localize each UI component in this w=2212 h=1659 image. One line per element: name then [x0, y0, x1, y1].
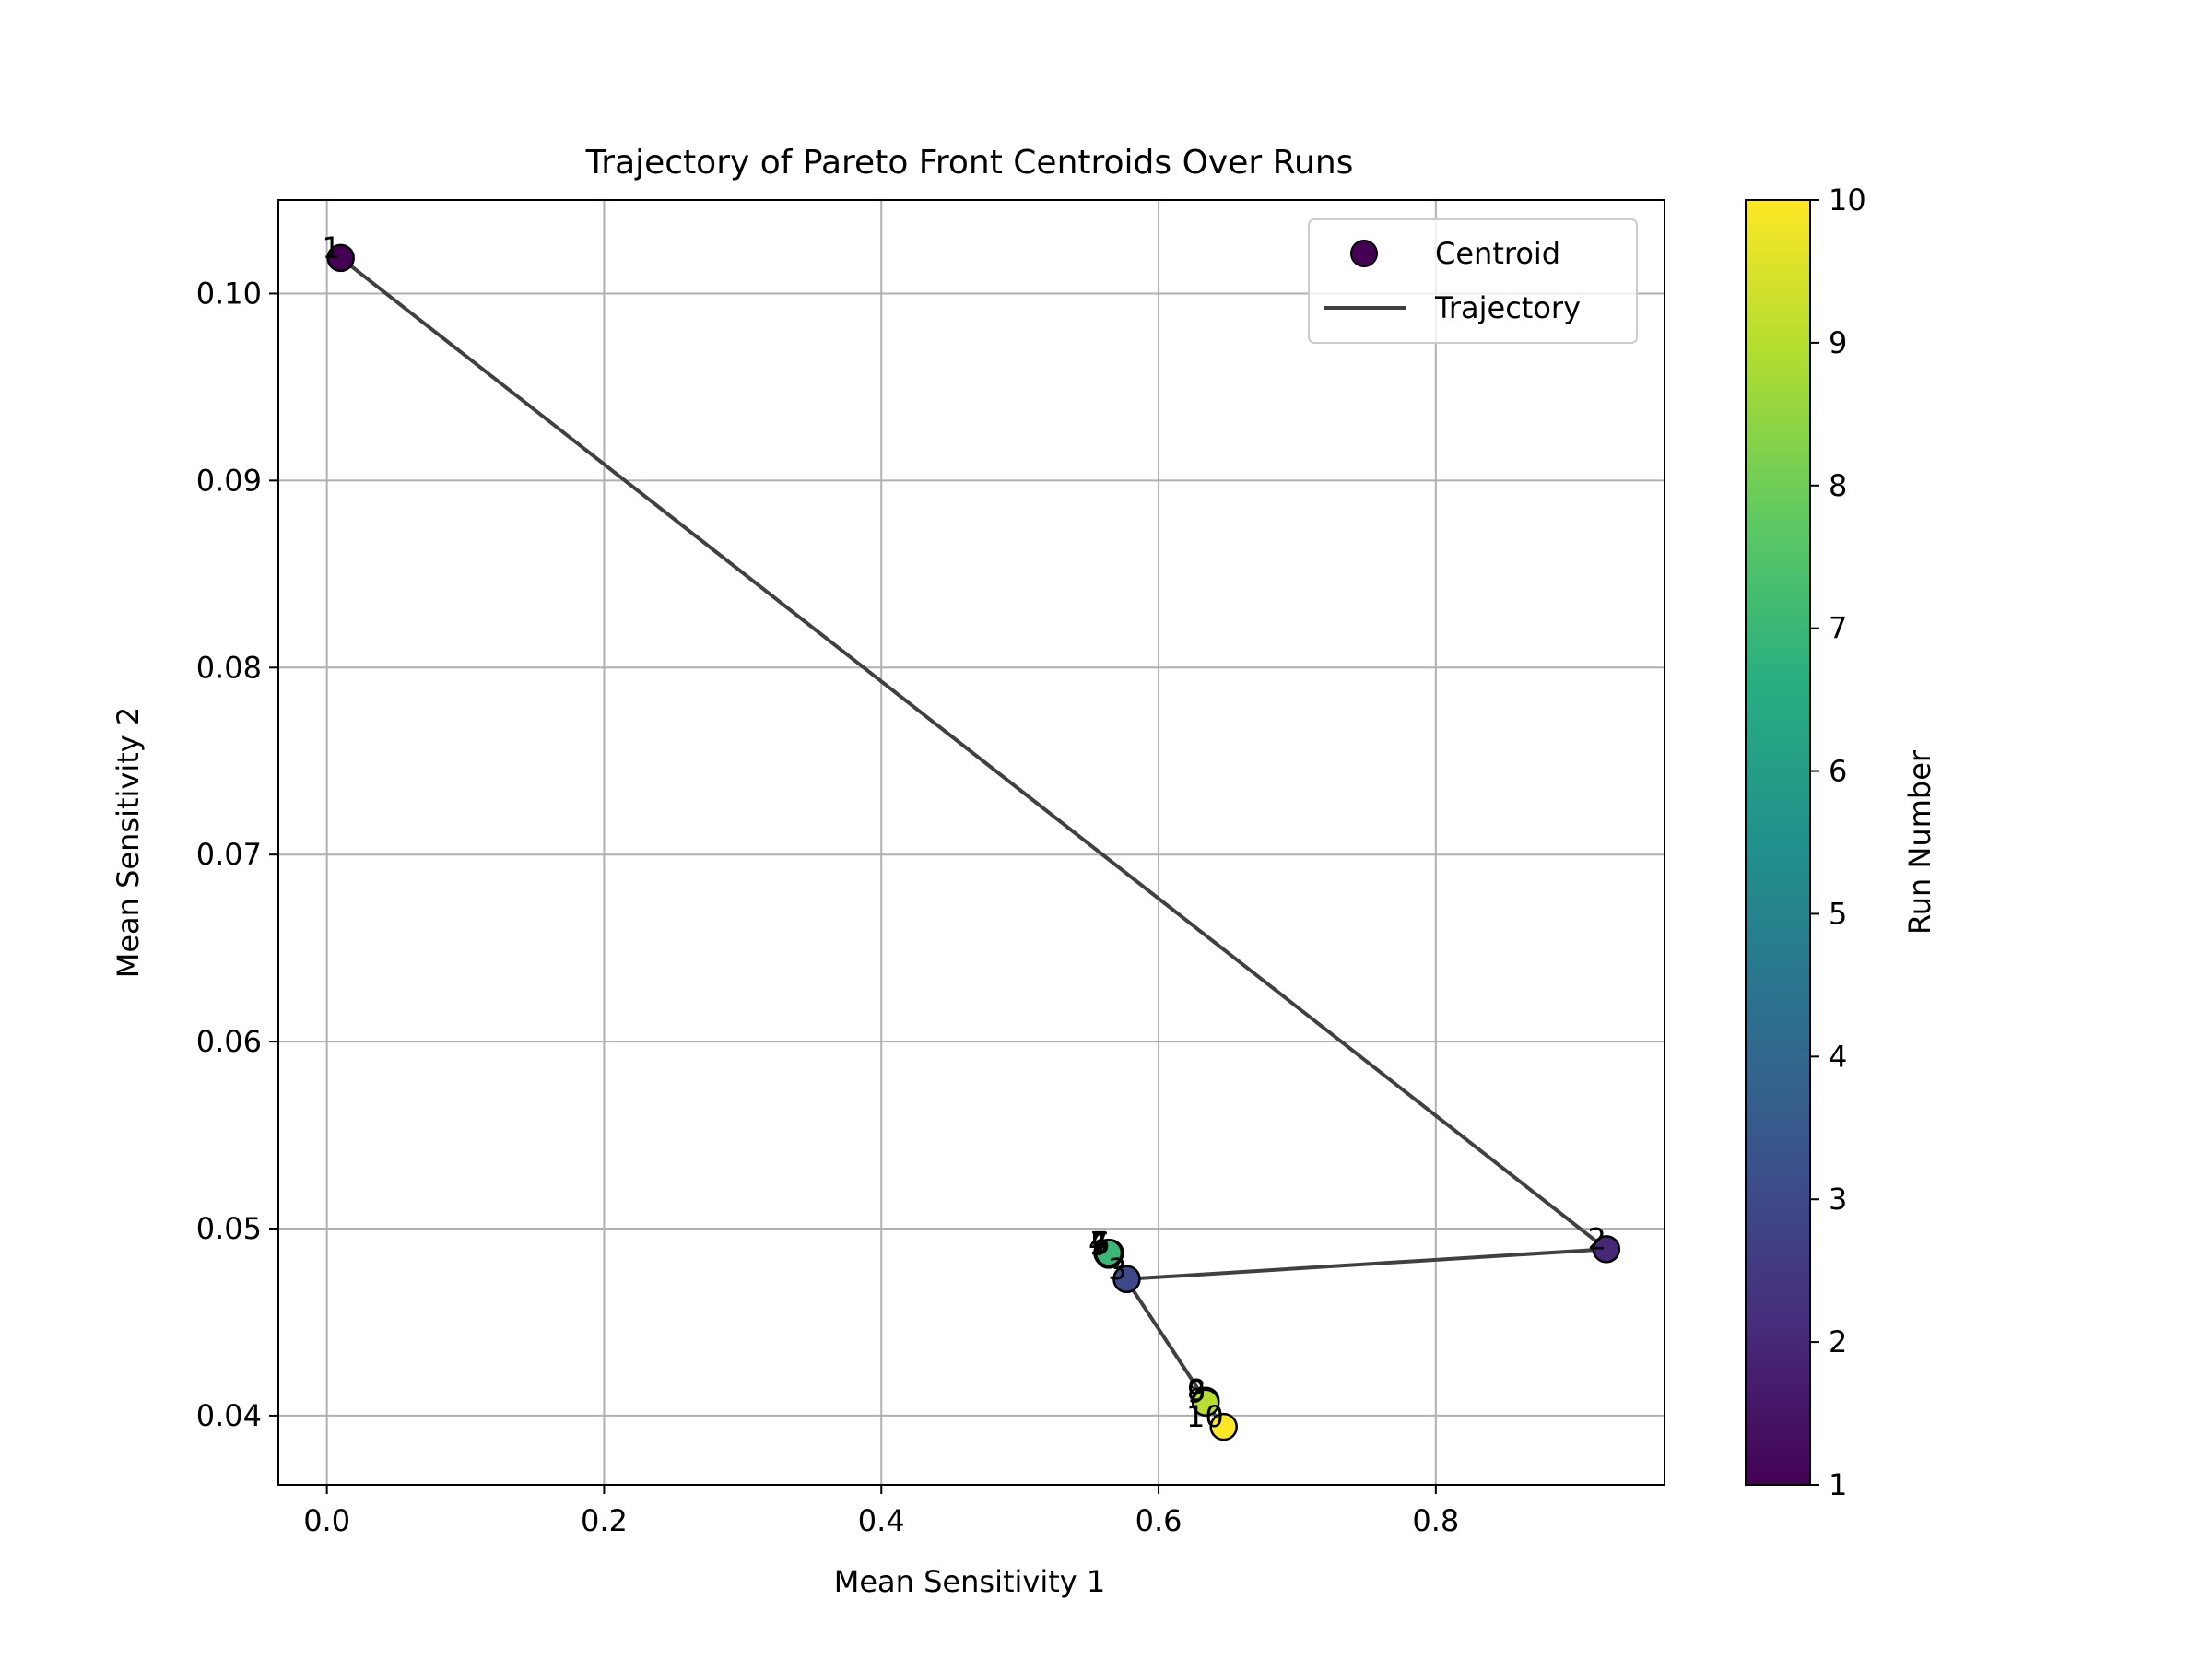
x-axis-ticks: 0.0 0.2 0.4 0.6 0.8 — [303, 1485, 1459, 1538]
colorbar-gradient — [1745, 199, 1811, 1486]
centroid-point — [1112, 1265, 1141, 1294]
y-tick-label: 0.08 — [196, 650, 262, 685]
plot-frame — [277, 199, 1665, 1486]
colorbar: 1 2 3 4 5 6 7 8 9 10 Run Number — [1745, 182, 1937, 1502]
y-tick-label: 0.07 — [196, 837, 262, 872]
run-label: 1 — [322, 230, 340, 265]
x-tick-label: 0.2 — [581, 1503, 628, 1538]
chart-title: Trajectory of Pareto Front Centroids Ove… — [585, 144, 1354, 182]
x-axis-label: Mean Sensitivity 1 — [834, 1564, 1105, 1599]
y-tick-label: 0.06 — [196, 1024, 262, 1059]
y-axis-label: Mean Sensitivity 2 — [111, 707, 146, 978]
run-label: 9 — [1187, 1375, 1206, 1410]
run-label: 7 — [1090, 1225, 1109, 1260]
centroid-point — [1592, 1235, 1621, 1264]
x-tick-label: 0.4 — [858, 1503, 905, 1538]
colorbar-ticks: 1 2 3 4 5 6 7 8 9 10 — [1810, 182, 1866, 1502]
colorbar-tick-label: 4 — [1829, 1039, 1847, 1074]
run-label: 4 — [1088, 1225, 1107, 1260]
colorbar-tick-label: 7 — [1829, 611, 1847, 646]
colorbar-tick-label: 9 — [1829, 325, 1847, 360]
run-label: 5 — [1090, 1227, 1109, 1262]
legend-trajectory-label: Trajectory — [1434, 290, 1581, 325]
grid-lines — [278, 200, 1665, 1485]
run-label: 10 — [1186, 1399, 1224, 1434]
colorbar-tick-label: 3 — [1829, 1182, 1847, 1217]
plot-area — [278, 200, 1665, 1485]
legend: Centroid Trajectory — [1308, 218, 1638, 344]
colorbar-tick-label: 10 — [1829, 182, 1866, 218]
run-label: 6 — [1091, 1225, 1110, 1260]
centroid-points — [326, 243, 1621, 1441]
legend-centroid-marker — [1350, 240, 1378, 267]
y-tick-label: 0.09 — [196, 463, 262, 498]
x-tick-label: 0.0 — [303, 1503, 350, 1538]
y-axis-ticks: 0.04 0.05 0.06 0.07 0.08 0.09 0.10 — [196, 276, 278, 1433]
colorbar-tick-label: 1 — [1829, 1467, 1847, 1502]
legend-box — [1308, 218, 1638, 344]
y-tick-label: 0.04 — [196, 1398, 262, 1433]
x-tick-label: 0.6 — [1135, 1503, 1182, 1538]
y-tick-label: 0.10 — [196, 276, 262, 311]
colorbar-label: Run Number — [1902, 749, 1937, 935]
centroid-point — [1094, 1239, 1124, 1267]
x-tick-label: 0.8 — [1412, 1503, 1459, 1538]
centroid-point — [1191, 1388, 1220, 1417]
colorbar-tick-label: 8 — [1829, 468, 1847, 503]
colorbar-tick-label: 2 — [1829, 1324, 1847, 1359]
y-tick-label: 0.05 — [196, 1211, 262, 1246]
colorbar-tick-label: 5 — [1829, 896, 1847, 931]
legend-centroid-label: Centroid — [1435, 236, 1560, 271]
run-label: 2 — [1587, 1221, 1606, 1256]
run-label: 3 — [1108, 1252, 1126, 1287]
run-label: 8 — [1187, 1373, 1206, 1408]
centroid-point — [326, 243, 355, 273]
centroid-point — [1209, 1412, 1238, 1441]
colorbar-tick-label: 6 — [1829, 754, 1847, 789]
